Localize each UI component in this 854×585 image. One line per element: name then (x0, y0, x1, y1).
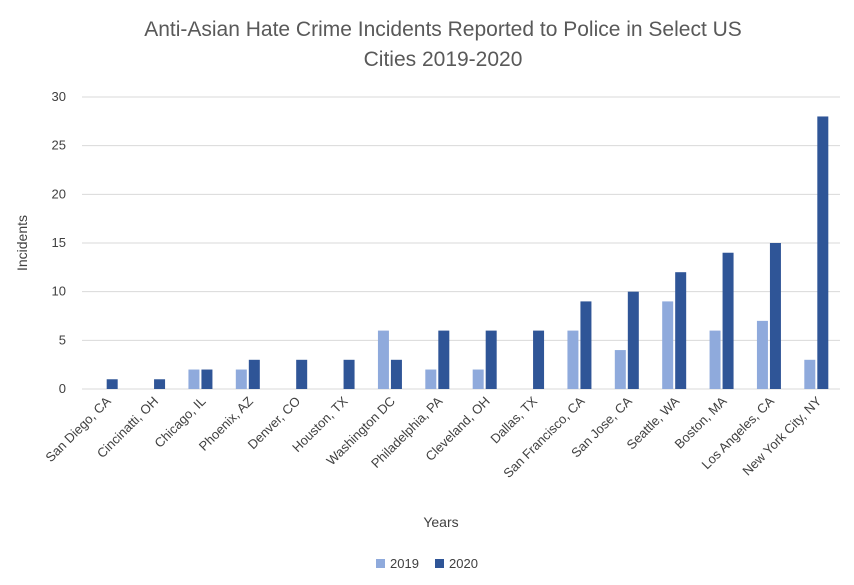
y-axis-label: Incidents (14, 215, 30, 271)
bar-2020-washington-dc (390, 359, 402, 389)
bar-2020-dallas-tx (533, 330, 545, 389)
legend-label-2019: 2019 (390, 556, 419, 571)
legend: 2019 2020 (376, 556, 478, 571)
chart-title-line-2: Cities 2019-2020 (364, 48, 523, 71)
legend-swatch-2019 (376, 559, 385, 568)
y-tick-labels: 0 5 10 15 20 25 30 (52, 89, 66, 396)
bar-2020-seattle-wa (675, 272, 687, 389)
x-tick-label: New York City, NY (739, 393, 824, 478)
bar-2019-washington-dc (377, 330, 389, 389)
y-tick-label: 5 (59, 332, 66, 347)
legend-swatch-2020 (435, 559, 444, 568)
bar-2019-seattle-wa (662, 301, 674, 389)
bar-2019-san-jose-ca (614, 350, 626, 389)
bar-2019-los-angeles-ca (756, 320, 768, 389)
x-tick-label: San Francisco, CA (500, 393, 587, 480)
bar-2020-philadelphia-pa (438, 330, 450, 389)
bar-2020-denver-co (296, 359, 308, 389)
bar-2019-new-york-city-ny (804, 359, 816, 389)
y-tick-label: 15 (52, 235, 66, 250)
bar-2020-new-york-city-ny (817, 116, 829, 389)
y-tick-label: 20 (52, 186, 66, 201)
bar-2020-san-diego-ca (106, 379, 118, 389)
bar-2020-los-angeles-ca (769, 243, 781, 389)
chart-title-line-1: Anti-Asian Hate Crime Incidents Reported… (144, 18, 742, 41)
x-axis-label: Years (423, 514, 458, 530)
gridlines (82, 96, 840, 390)
bar-2020-san-jose-ca (627, 291, 639, 389)
bar-2020-san-francisco-ca (580, 301, 592, 389)
bar-2020-chicago-il (201, 369, 213, 389)
bar-2020-cleveland-oh (485, 330, 497, 389)
bar-2019-phoenix-az (235, 369, 247, 389)
bar-2019-philadelphia-pa (425, 369, 437, 389)
bars (106, 116, 829, 389)
bar-2020-cincinatti-oh (154, 379, 166, 389)
y-tick-label: 10 (52, 284, 66, 299)
bar-2020-houston-tx (343, 359, 355, 389)
legend-label-2020: 2020 (449, 556, 478, 571)
y-tick-label: 30 (52, 89, 66, 104)
y-tick-label: 0 (59, 381, 66, 396)
bar-2019-san-francisco-ca (567, 330, 579, 389)
y-tick-label: 25 (52, 138, 66, 153)
bar-2020-phoenix-az (248, 359, 260, 389)
bar-2019-chicago-il (188, 369, 200, 389)
bar-2019-boston-ma (709, 330, 721, 389)
bar-2020-boston-ma (722, 252, 734, 389)
bar-2019-cleveland-oh (472, 369, 484, 389)
